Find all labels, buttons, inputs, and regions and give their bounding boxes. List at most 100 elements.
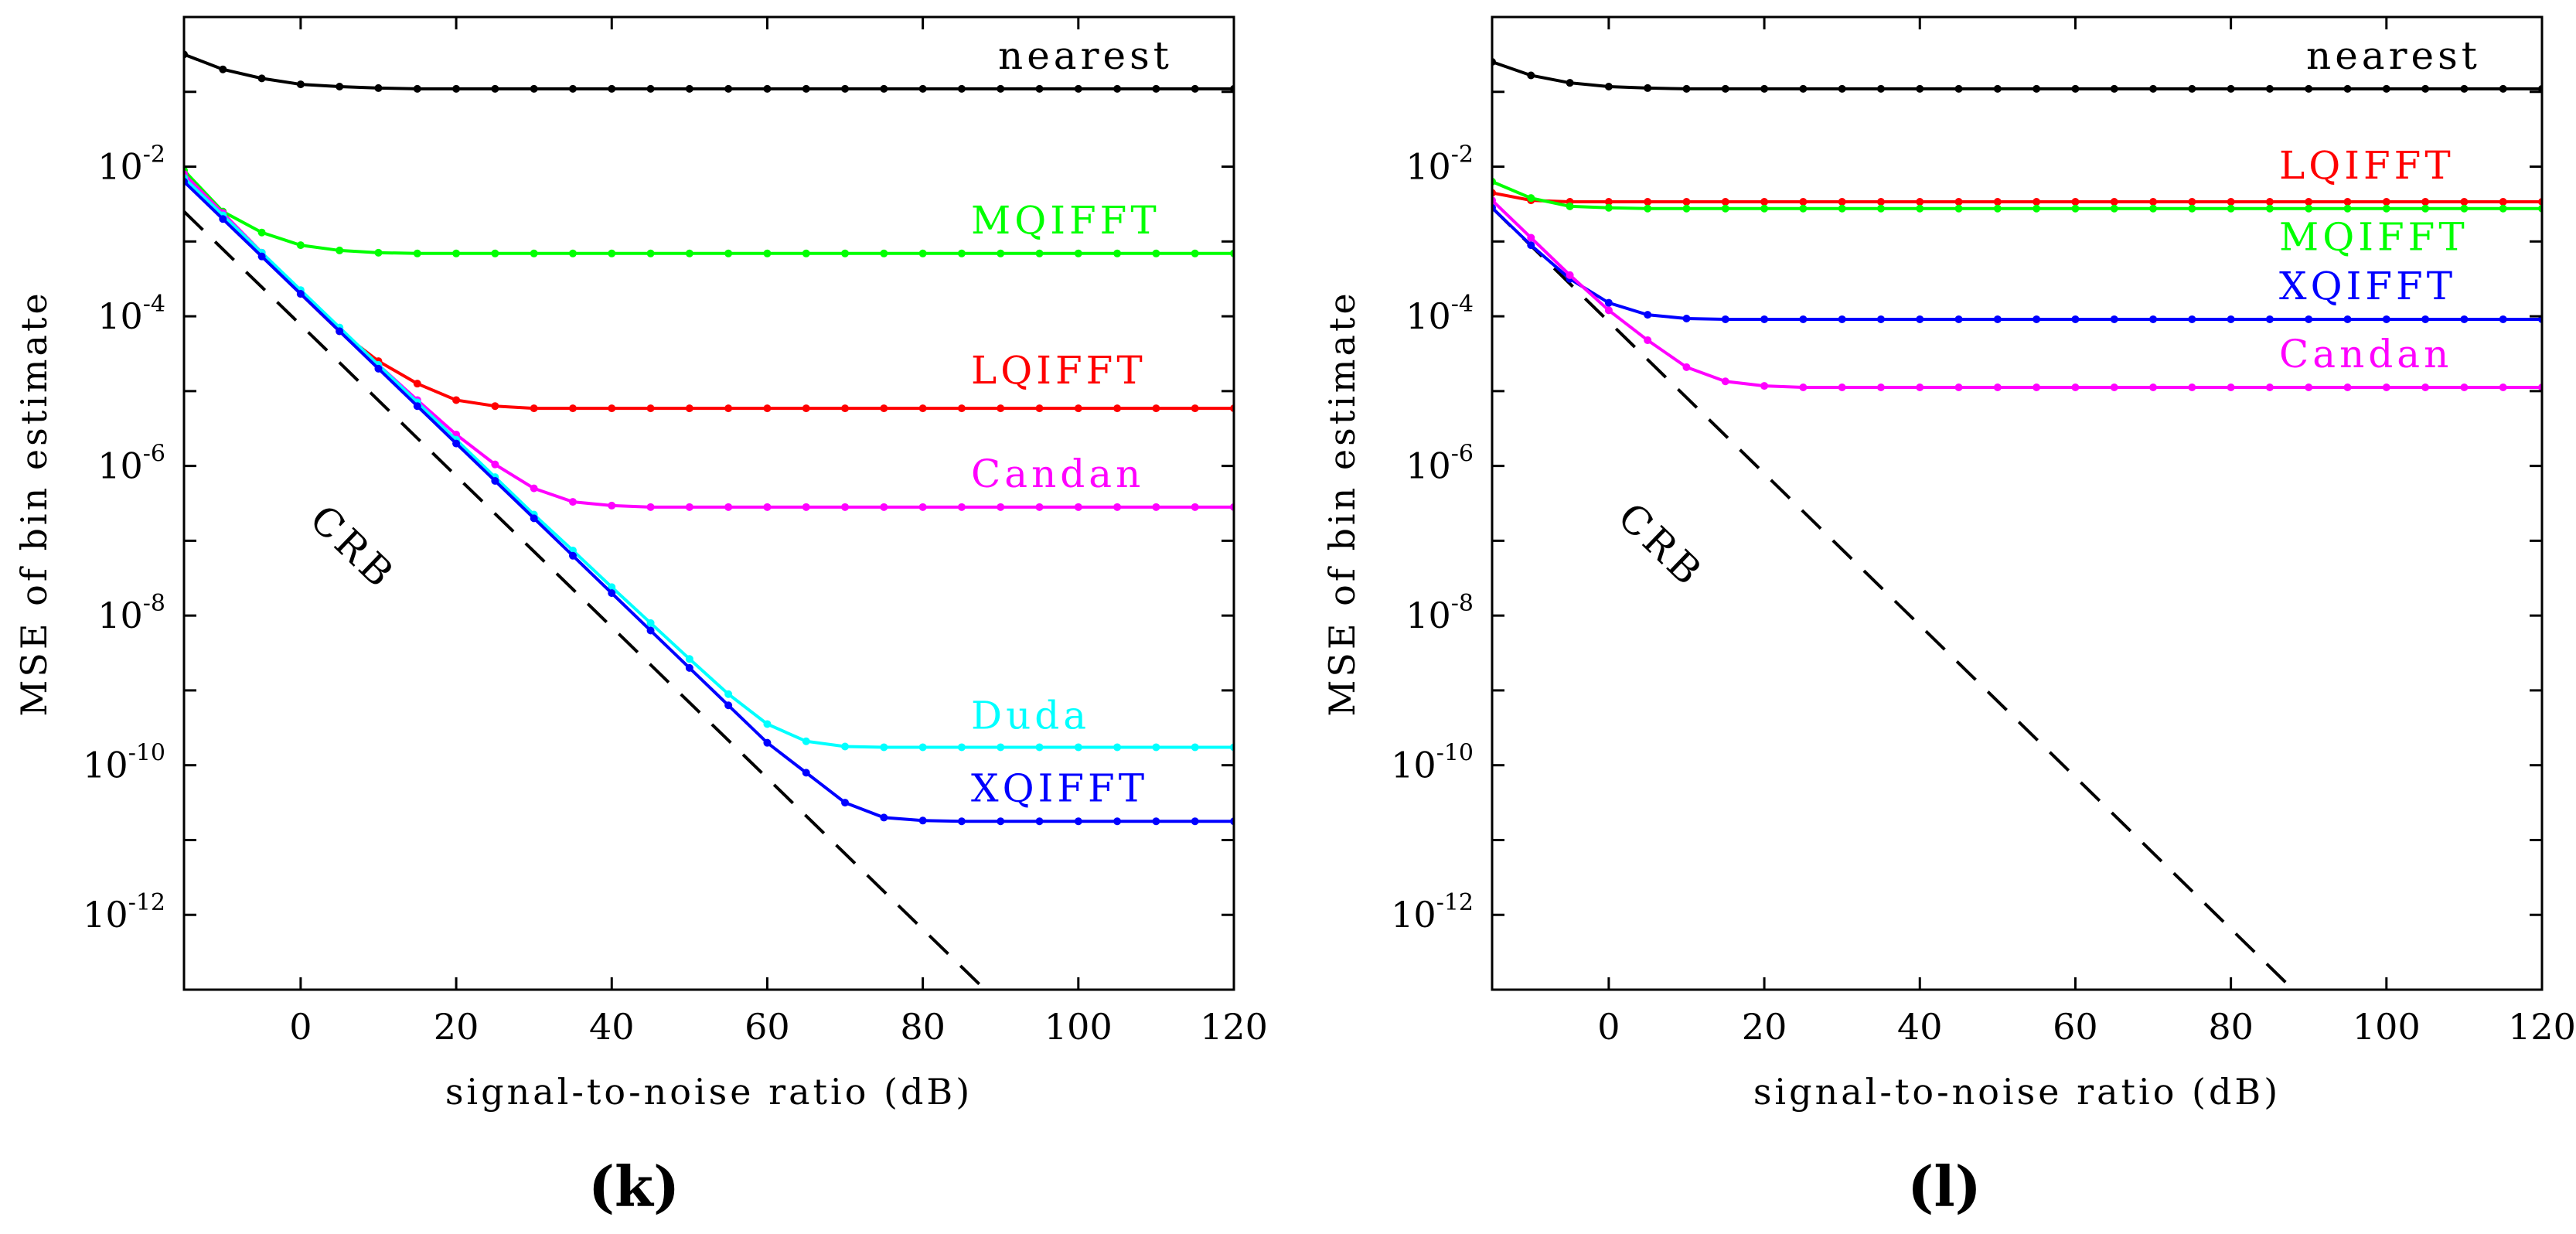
data-point-xqifft (2499, 315, 2507, 323)
data-point-xqifft (2110, 315, 2118, 323)
data-point-nearest (2033, 84, 2041, 93)
data-point-nearest (219, 65, 227, 73)
data-point-lqifft (2110, 198, 2118, 206)
data-point-nearest (2421, 84, 2430, 93)
data-point-xqifft (374, 364, 383, 373)
data-point-lqifft (2071, 198, 2080, 206)
data-point-xqifft (1191, 817, 1199, 826)
y-tick-exponent: -6 (1451, 441, 1474, 468)
data-point-candan (2265, 383, 2274, 392)
data-point-mqifft (1527, 194, 1535, 203)
data-point-nearest (374, 84, 383, 92)
data-point-candan (1191, 503, 1199, 511)
data-point-xqifft (530, 514, 538, 523)
y-axis-label: MSE of bin estimate (1321, 290, 1363, 716)
data-point-lqifft (1604, 198, 1613, 206)
data-point-lqifft (2188, 198, 2196, 206)
data-point-candan (2227, 383, 2235, 392)
data-point-lqifft (1721, 198, 1729, 206)
data-point-lqifft (1954, 198, 1963, 206)
data-point-nearest (2343, 84, 2352, 93)
y-tick-base: 10 (1406, 146, 1451, 188)
data-point-xqifft (1113, 817, 1122, 826)
data-point-nearest (2071, 84, 2080, 93)
data-point-candan (1760, 382, 1769, 390)
data-point-nearest (1954, 84, 1963, 93)
x-tick-label: 120 (2508, 1006, 2576, 1048)
y-tick-exponent: -4 (143, 291, 165, 318)
data-point-lqifft (1644, 198, 1652, 206)
y-tick-exponent: -8 (143, 590, 165, 617)
data-point-nearest (1527, 71, 1535, 80)
data-point-nearest (1799, 84, 1808, 93)
data-point-lqifft (2265, 198, 2274, 206)
data-point-lqifft (452, 396, 461, 404)
data-point-lqifft (1191, 404, 1199, 413)
data-point-duda (646, 619, 655, 627)
data-point-lqifft (2382, 198, 2390, 206)
y-tick-label: 10-8 (1406, 590, 1474, 636)
y-tick-label: 10-12 (1391, 889, 1474, 936)
data-point-xqifft (1993, 315, 2002, 323)
data-point-mqifft (2149, 204, 2158, 213)
data-point-mqifft (296, 241, 305, 250)
y-tick-exponent: -8 (1451, 590, 1474, 617)
data-point-xqifft (802, 769, 810, 777)
data-point-lqifft (646, 404, 655, 413)
data-point-xqifft (1799, 315, 1808, 323)
data-point-xqifft (763, 738, 772, 747)
y-tick-base: 10 (97, 146, 143, 188)
data-point-mqifft (1721, 204, 1729, 213)
data-point-xqifft (880, 813, 888, 822)
data-point-nearest (491, 84, 499, 93)
data-point-lqifft (685, 404, 693, 413)
data-point-candan (1074, 503, 1082, 511)
data-point-xqifft (296, 290, 305, 298)
data-point-xqifft (1760, 315, 1769, 323)
data-point-candan (685, 503, 693, 511)
data-point-nearest (1916, 84, 1924, 93)
data-point-candan (1993, 383, 2002, 392)
y-tick-base: 10 (97, 445, 143, 487)
data-point-lqifft (2343, 198, 2352, 206)
data-point-nearest (257, 74, 266, 83)
data-point-mqifft (724, 249, 733, 257)
data-point-nearest (685, 84, 693, 93)
data-point-mqifft (1954, 204, 1963, 213)
data-point-mqifft (530, 249, 538, 257)
data-point-duda (997, 743, 1005, 752)
data-point-mqifft (608, 249, 616, 257)
data-point-nearest (2149, 84, 2158, 93)
series-xqifft (1492, 203, 2542, 323)
series-lqifft (1492, 189, 2542, 206)
x-tick-label: 120 (1200, 1006, 1268, 1048)
y-tick-base: 10 (1406, 595, 1451, 636)
data-point-candan (568, 498, 577, 506)
data-point-candan (1721, 377, 1729, 386)
data-point-xqifft (1721, 315, 1729, 323)
data-point-lqifft (2460, 198, 2469, 206)
data-point-mqifft (802, 249, 810, 257)
series-label-xqifft: XQIFFT (2279, 264, 2456, 308)
y-tick-base: 10 (97, 595, 143, 636)
data-point-xqifft (1035, 817, 1044, 826)
data-point-mqifft (1604, 203, 1613, 212)
data-point-candan (1035, 503, 1044, 511)
data-point-xqifft (2033, 315, 2041, 323)
y-tick-exponent: -10 (1436, 740, 1474, 767)
data-point-lqifft (1916, 198, 1924, 206)
data-point-xqifft (452, 439, 461, 448)
series-label-nearest: nearest (998, 33, 1173, 78)
data-point-mqifft (646, 249, 655, 257)
y-tick-label: 10-6 (97, 441, 165, 487)
data-point-candan (2343, 383, 2352, 392)
y-tick-exponent: -2 (1451, 141, 1474, 169)
data-point-mqifft (1799, 204, 1808, 213)
data-point-nearest (646, 84, 655, 93)
data-point-lqifft (997, 404, 1005, 413)
y-tick-label: 10-10 (1391, 740, 1474, 786)
data-point-candan (957, 503, 966, 511)
data-point-candan (608, 501, 616, 510)
